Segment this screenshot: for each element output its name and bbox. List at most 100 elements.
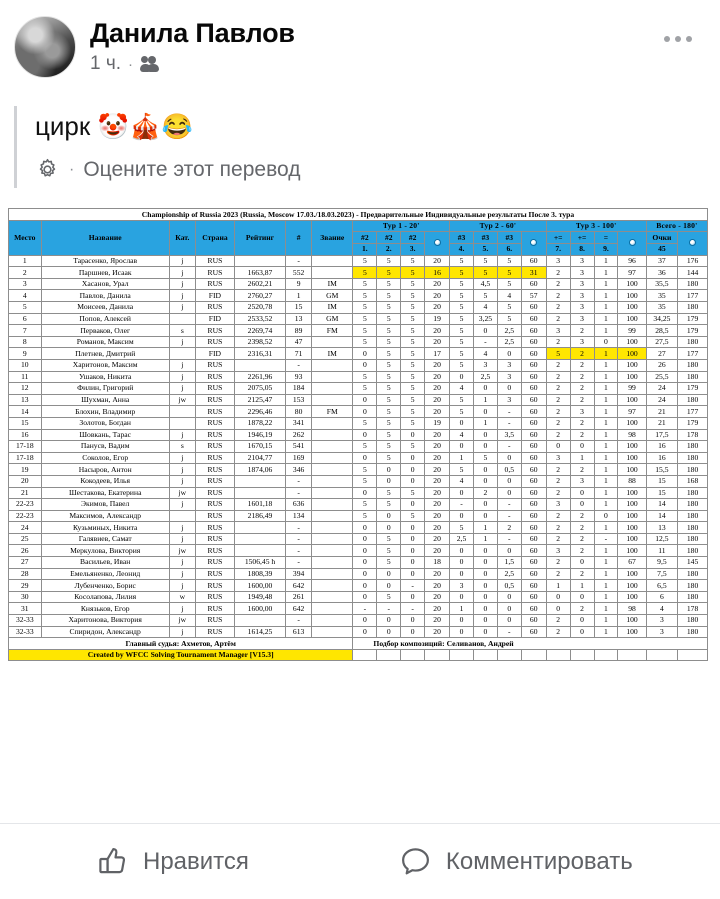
cell-name: Меркулова, Виктория: [40, 544, 170, 558]
cell-title: [311, 486, 354, 500]
cell-score: -: [449, 498, 474, 511]
cell-score: 5: [352, 289, 378, 302]
table-row: 25 Галявиев, Самат j RUS -0 5 0 20 2,5 1-60 2 2-100…: [8, 532, 708, 546]
cell-score: 5: [376, 382, 402, 395]
cell-score: 5: [352, 335, 378, 349]
cell-score: 2: [569, 521, 595, 534]
cell-category: j: [168, 567, 196, 581]
cell-title: [311, 579, 354, 592]
cell-score: 0: [352, 625, 378, 639]
cell-score: 3: [569, 312, 595, 326]
cell-score: 5: [352, 474, 378, 488]
round3-time-icon: [617, 231, 647, 256]
cell-score: 2: [569, 416, 595, 430]
cell-title: [311, 498, 354, 511]
post-timestamp[interactable]: 1 ч.: [90, 53, 122, 75]
cell-place: 32-33: [8, 625, 42, 639]
cell-score: 0: [352, 358, 378, 372]
table-row: 17-18 Соколов, Егор j RUS 2104,77 169 0 5 0 20 1 5 0…: [8, 451, 708, 465]
like-button[interactable]: Нравится: [96, 845, 249, 878]
cell-score: 1: [593, 544, 619, 558]
cell-score: 5: [376, 405, 402, 418]
cell-score: 5: [352, 266, 378, 279]
header-problem-3: #2: [400, 231, 426, 245]
cell-score: 1: [593, 416, 619, 430]
cell-place: 2: [8, 266, 42, 279]
table-row: 10 Харитонов, Максим j RUS -0 5 5 20 5 3 3 60 2 2 1 100…: [8, 358, 708, 372]
rate-translation-label[interactable]: Оцените этот перевод: [83, 157, 301, 181]
cell-number: 13: [285, 312, 313, 326]
cell-score: 180: [677, 358, 708, 372]
cell-score: 100: [617, 416, 647, 430]
cell-score: 4,5: [472, 277, 498, 291]
cell-score: -: [496, 498, 522, 511]
cell-score: 1: [593, 266, 619, 279]
cell-score: 0: [400, 463, 426, 476]
cell-category: j: [168, 382, 196, 395]
cell-score: 2: [569, 532, 595, 546]
table-row: 8 Романов, Максим j RUS 2398,52 47 5 5 5 20 5-2,5 6…: [8, 335, 708, 349]
cell-score: 5: [376, 498, 402, 511]
rate-translation-row[interactable]: · Оцените этот перевод: [35, 157, 720, 182]
cell-score: 1: [569, 579, 595, 592]
cell-score: 24: [645, 393, 679, 407]
cell-score: 20: [424, 405, 451, 418]
header-group-total: Всего - 180': [645, 219, 709, 233]
cell-score: 0: [496, 602, 522, 616]
cell-score: 97: [617, 405, 647, 418]
cell-rating: 1614,25: [233, 625, 287, 639]
cell-score: 0: [472, 428, 498, 442]
cell-score: 5: [376, 277, 402, 291]
cell-score: 5: [449, 266, 474, 279]
cell-score: 2: [569, 358, 595, 372]
avatar[interactable]: [14, 16, 76, 78]
author-name[interactable]: Данила Павлов: [90, 18, 295, 48]
cell-score: 1: [593, 556, 619, 569]
cell-score: 180: [677, 498, 708, 511]
cell-score: 0: [352, 532, 378, 546]
cell-score: 5: [352, 498, 378, 511]
cell-score: 3: [496, 358, 522, 372]
cell-score: 18: [424, 556, 451, 569]
cell-score: 2,5: [449, 532, 474, 546]
cell-score: 5: [376, 335, 402, 349]
cell-category: j: [168, 335, 196, 349]
cell-country: RUS: [194, 474, 235, 488]
cell-place: 22-23: [8, 509, 42, 523]
cell-score: 14: [645, 498, 679, 511]
more-options-icon[interactable]: [658, 30, 698, 48]
cell-score: 27: [645, 347, 679, 360]
cell-score: 2: [545, 428, 571, 442]
cell-score: 176: [677, 254, 708, 268]
cell-score: 0: [472, 463, 498, 476]
cell-score: 35,5: [645, 277, 679, 291]
translate-separator: ·: [69, 160, 75, 178]
table-row: 4 Павлов, Данила j FID 2760,27 1 GM 5 5 5 20 5 5 4 57 2…: [8, 289, 708, 302]
cell-name: Золотов, Богдан: [40, 416, 170, 430]
cell-number: 71: [285, 347, 313, 360]
header-country: Страна: [194, 219, 235, 256]
cell-score: 2: [545, 463, 571, 476]
cell-country: RUS: [194, 428, 235, 442]
cell-title: FM: [311, 405, 354, 418]
cell-title: [311, 474, 354, 488]
cell-title: FM: [311, 324, 354, 337]
cell-score: 100: [617, 486, 647, 500]
cell-score: 180: [677, 579, 708, 592]
cell-score: 0: [400, 544, 426, 558]
post-header: Данила Павлов 1 ч. ·: [0, 0, 720, 78]
cell-score: 20: [424, 602, 451, 616]
header-points-max: 45: [645, 243, 679, 256]
cell-score: 5: [376, 428, 402, 442]
header-index-5: 5.: [472, 243, 498, 256]
cell-country: RUS: [194, 556, 235, 569]
cell-score: 1: [593, 602, 619, 616]
cell-number: 541: [285, 440, 313, 453]
cell-score: 0: [352, 428, 378, 442]
friends-icon[interactable]: [140, 56, 160, 73]
comment-button[interactable]: Комментировать: [399, 845, 633, 878]
cell-score: 5: [400, 324, 426, 337]
cell-score: 60: [520, 463, 547, 476]
cell-number: 394: [285, 567, 313, 581]
cell-score: 2: [569, 602, 595, 616]
